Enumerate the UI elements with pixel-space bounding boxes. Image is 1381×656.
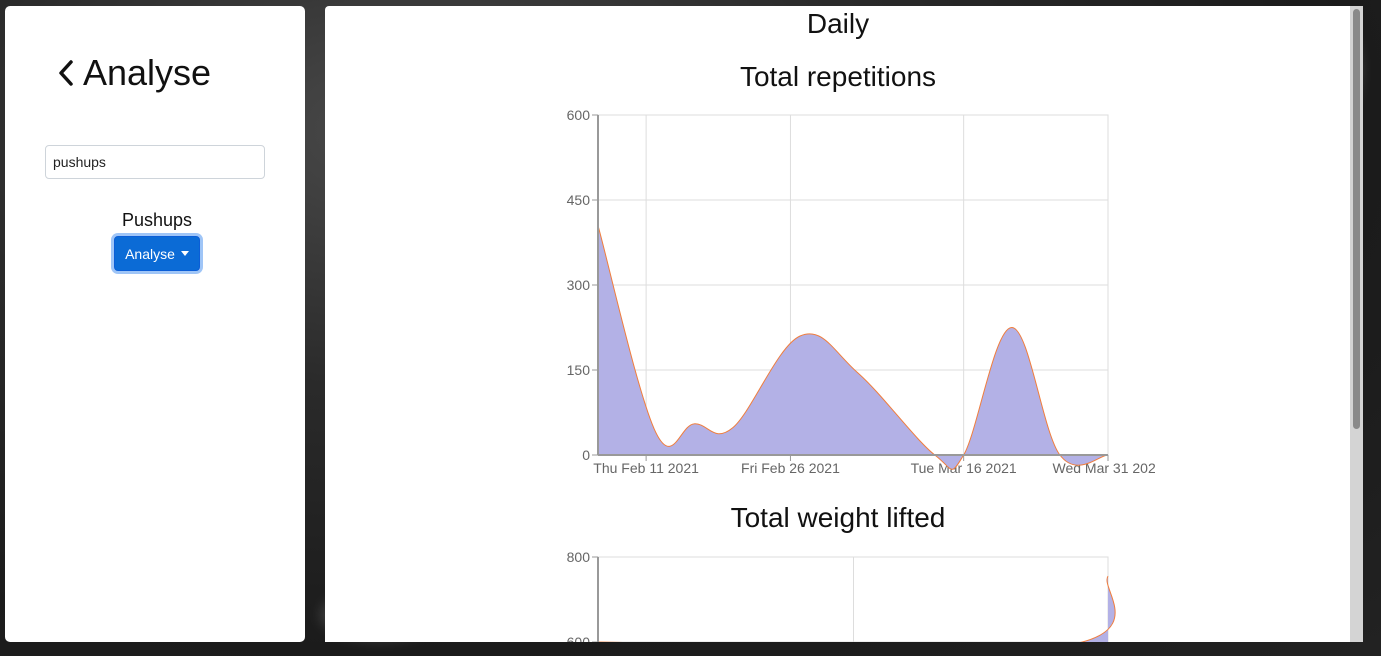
x-tick-label: Fri Feb 26 2021 xyxy=(741,460,840,476)
scrollbar[interactable] xyxy=(1350,6,1363,642)
series-line xyxy=(598,575,1116,642)
scrollbar-thumb[interactable] xyxy=(1353,9,1360,429)
analyse-button-label: Analyse xyxy=(125,245,175,262)
y-tick-label: 600 xyxy=(567,634,591,642)
sidebar-header: Analyse xyxy=(57,51,211,95)
chart-title: Total weight lifted xyxy=(730,502,946,533)
chevron-left-icon[interactable] xyxy=(57,56,79,90)
y-tick-label: 300 xyxy=(567,277,591,293)
main-content[interactable]: Daily Total repetitions 0 150 300 450 600 Thu… xyxy=(325,6,1363,642)
page-title: Analyse xyxy=(83,52,212,93)
search-input[interactable] xyxy=(45,145,265,179)
y-tick-label: 450 xyxy=(567,192,591,208)
section-title: Daily xyxy=(806,8,870,39)
area-series xyxy=(598,225,1108,470)
y-tick-label: 150 xyxy=(567,362,591,378)
chart-title: Total repetitions xyxy=(739,61,937,92)
repetitions-chart: 0 150 300 450 600 Thu Feb 11 2021 Fri Feb 26 2… xyxy=(567,107,1155,476)
exercise-name: Pushups xyxy=(121,210,193,230)
analyse-dropdown-button[interactable]: Analyse xyxy=(114,236,200,271)
y-tick-label: 0 xyxy=(582,447,590,463)
area-series xyxy=(598,576,1116,642)
y-tick-label: 600 xyxy=(567,107,591,123)
sidebar-panel: Analyse Pushups Analyse xyxy=(5,6,305,642)
x-tick-label: Thu Feb 11 2021 xyxy=(593,460,699,476)
x-tick-label: Tue Mar 16 2021 xyxy=(911,460,1017,476)
weight-chart: 600 800 xyxy=(567,549,1116,642)
caret-down-icon xyxy=(180,251,189,256)
series-line xyxy=(597,225,1109,470)
y-tick-label: 800 xyxy=(567,549,591,565)
